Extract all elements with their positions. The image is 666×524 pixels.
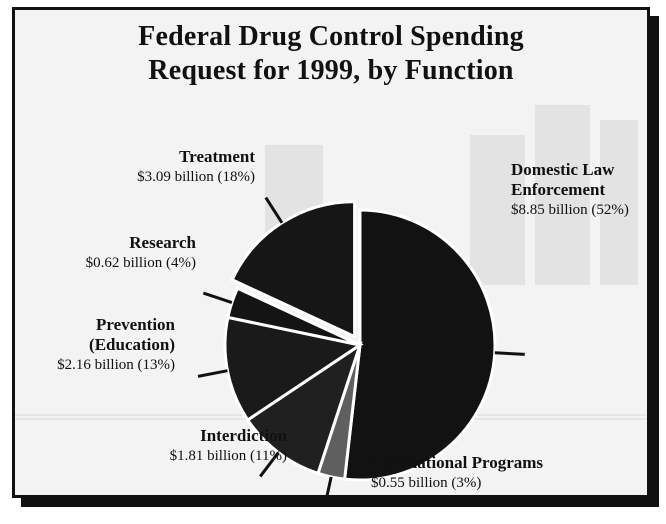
leader-lines — [197, 196, 525, 495]
pie-slice-interdiction — [245, 341, 363, 476]
pie-chart — [197, 196, 525, 495]
label-research-value: $0.62 billion (4%) — [85, 255, 196, 271]
label-treatment-value: $3.09 billion (18%) — [137, 169, 255, 185]
label-research-name: Research — [129, 233, 196, 252]
label-domestic-law-enforcement-name-1: Domestic Law — [511, 160, 615, 179]
label-international-programs-value: $0.55 billion (3%) — [371, 475, 482, 491]
label-international-programs-name: International Programs — [371, 453, 544, 472]
leader-line-treatment — [264, 196, 284, 224]
pie-slice-domestic-law-enforcement — [342, 208, 497, 482]
chart-frame: Federal Drug Control Spending Request fo… — [12, 7, 650, 498]
label-treatment: Treatment $3.09 billion (18%) — [95, 147, 255, 187]
chart-title: Federal Drug Control Spending — [138, 21, 524, 52]
label-research: Research $0.62 billion (4%) — [36, 233, 196, 273]
label-domestic-law-enforcement-name-2: Enforcement — [511, 180, 606, 199]
label-interdiction-name: Interdiction — [200, 426, 287, 445]
leader-line-international-programs — [325, 476, 333, 495]
label-prevention-education-value: $2.16 billion (13%) — [57, 357, 175, 373]
label-treatment-name: Treatment — [179, 147, 255, 166]
label-interdiction: Interdiction $1.81 billion (11%) — [72, 426, 287, 466]
label-international-programs: International Programs $0.55 billion (3%… — [371, 453, 543, 493]
label-prevention-education-name-2: (Education) — [89, 335, 175, 354]
leader-line-domestic-law-enforcement — [494, 351, 525, 356]
label-prevention-education-name-1: Prevention — [95, 315, 175, 334]
chart-subtitle: Request for 1999, by Function — [148, 55, 514, 86]
label-domestic-law-enforcement: Domestic Law Enforcement $8.85 billion (… — [511, 160, 629, 220]
label-interdiction-value: $1.81 billion (11%) — [169, 448, 287, 464]
pie-slices — [223, 200, 497, 482]
label-domestic-law-enforcement-value: $8.85 billion (52%) — [511, 202, 629, 218]
label-prevention-education: Prevention (Education) $2.16 billion (13… — [15, 315, 175, 375]
leader-line-research — [202, 291, 233, 304]
background-footer-ghost — [229, 486, 529, 495]
chart-title-block: Federal Drug Control Spending Request fo… — [15, 20, 647, 88]
leader-line-interdiction — [259, 451, 280, 478]
leader-line-prevention-education — [197, 369, 228, 378]
